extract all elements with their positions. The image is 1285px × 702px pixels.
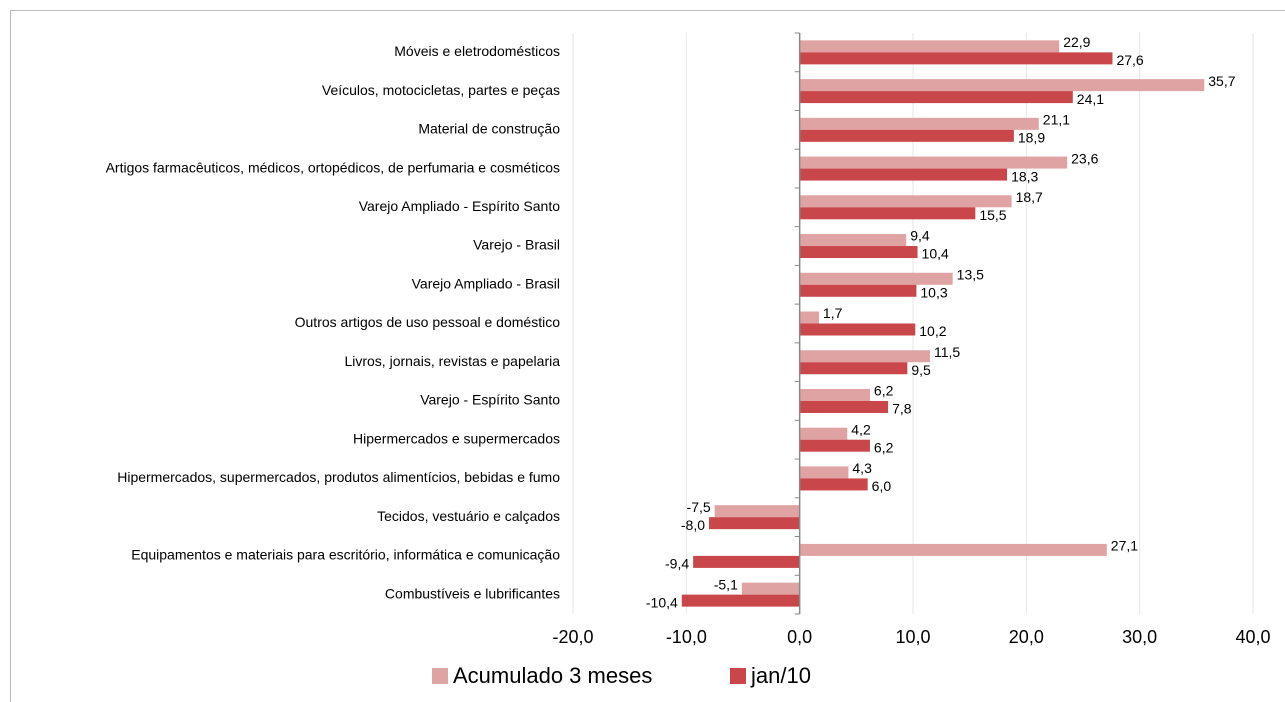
bar [799,234,907,247]
data-label: -7,5 [687,499,711,515]
legend-swatch [432,668,448,684]
data-label: 9,4 [910,228,930,244]
data-label: 1,7 [823,305,843,321]
data-label: 10,4 [922,246,949,262]
bar [741,582,800,595]
y-tick-label: Veículos, motocicletas, partes e peças [322,82,560,98]
y-tick-label: Combustíveis e lubrificantes [385,585,560,601]
data-label: 18,3 [1011,168,1038,184]
legend-label: jan/10 [750,663,811,688]
data-label: 4,2 [851,421,871,437]
data-label: 4,3 [852,460,872,476]
bar [799,40,1060,53]
bar [799,91,1073,104]
y-tick-label: Tecidos, vestuário e calçados [377,508,560,524]
bar [799,129,1014,142]
data-label: 10,3 [920,284,947,300]
bar [799,388,870,401]
bar [709,517,800,530]
data-label: 13,5 [957,266,984,282]
y-tick-label: Livros, jornais, revistas e papelaria [344,353,560,369]
bar [799,207,976,220]
data-label: 22,9 [1063,34,1090,50]
y-tick-label: Varejo - Espírito Santo [420,392,560,408]
bar [799,543,1107,556]
bar [799,466,849,479]
y-tick-label: Equipamentos e materiais para escritório… [131,547,560,563]
x-tick-label: -20,0 [552,627,593,647]
bar [799,117,1039,130]
bar [693,555,800,568]
bar [799,195,1012,208]
bar [799,478,868,491]
bar [799,439,870,452]
bar [681,594,800,607]
bar [714,505,800,518]
y-tick-label: Artigos farmacêuticos, médicos, ortopédi… [106,159,560,175]
data-label: -5,1 [714,576,738,592]
data-label: 27,1 [1111,538,1138,554]
data-label: 10,2 [919,323,946,339]
x-tick-label: 30,0 [1122,627,1157,647]
y-tick-label: Hipermercados, supermercados, produtos a… [117,469,560,485]
bar [799,156,1068,169]
bar [799,168,1008,181]
bar [799,246,918,259]
y-tick-label: Varejo Ampliado - Brasil [412,275,560,291]
y-tick-label: Material de construção [418,121,560,137]
data-label: 6,0 [872,478,892,494]
x-tick-label: -10,0 [666,627,707,647]
data-label: -8,0 [681,517,705,533]
bar [799,427,848,440]
y-tick-label: Móveis e eletrodomésticos [394,43,560,59]
x-tick-label: 40,0 [1235,627,1270,647]
data-label: -10,4 [646,594,678,610]
y-tick-label: Varejo - Brasil [473,237,560,253]
bar [799,400,889,413]
x-tick-label: 10,0 [895,627,930,647]
legend-label: Acumulado 3 meses [453,663,652,688]
bar [799,52,1113,65]
y-tick-label: Hipermercados e supermercados [353,430,560,446]
bar [799,323,916,336]
data-label: 23,6 [1071,150,1098,166]
data-label: 18,7 [1016,189,1043,205]
legend-swatch [730,668,746,684]
bar [799,284,917,297]
chart-frame [10,10,1285,702]
data-label: 7,8 [892,401,912,417]
data-label: 6,2 [874,383,894,399]
bar [799,272,953,285]
data-label: -9,4 [665,556,689,572]
data-label: 27,6 [1116,52,1143,68]
data-label: 15,5 [979,207,1006,223]
y-tick-label: Varejo Ampliado - Espírito Santo [359,198,561,214]
data-label: 21,1 [1043,112,1070,128]
bar [799,311,819,324]
bar [799,79,1205,92]
data-label: 24,1 [1077,91,1104,107]
data-label: 6,2 [874,439,894,455]
bar [799,350,930,363]
bar [799,362,908,375]
data-label: 11,5 [934,344,960,360]
x-tick-label: 20,0 [1009,627,1044,647]
data-label: 18,9 [1018,130,1045,146]
data-label: 35,7 [1208,73,1235,89]
y-tick-label: Outros artigos de uso pessoal e doméstic… [295,314,561,330]
data-label: 9,5 [911,362,931,378]
x-tick-label: 0,0 [787,627,812,647]
